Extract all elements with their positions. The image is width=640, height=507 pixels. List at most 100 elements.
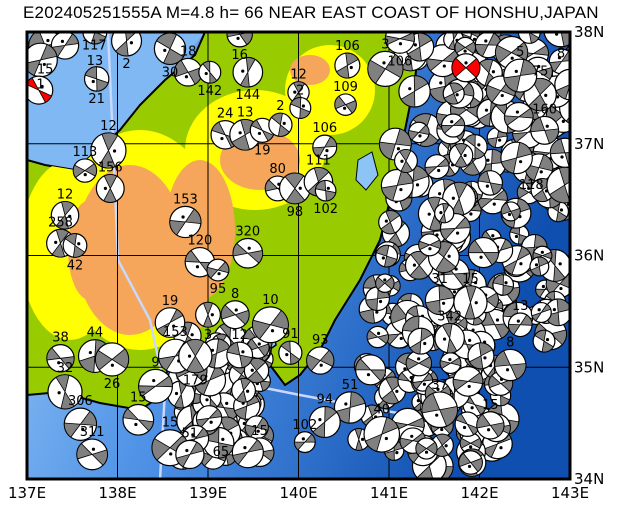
focal-mechanism-beachball[interactable] — [453, 285, 488, 320]
focal-mechanism-beachball[interactable] — [363, 415, 401, 453]
focal-mechanism-beachball[interactable] — [494, 348, 527, 382]
focal-mechanism-beachball[interactable] — [293, 431, 316, 454]
focal-mechanism-beachball[interactable] — [314, 179, 337, 202]
focal-mechanism-beachball[interactable] — [278, 172, 311, 205]
focal-mechanism-beachball[interactable] — [530, 301, 552, 324]
focal-mechanism-beachball[interactable] — [231, 436, 264, 469]
focal-mechanism-beachball[interactable] — [289, 96, 312, 120]
focal-mechanism-beachball[interactable] — [138, 368, 174, 404]
focal-mechanism-beachball[interactable] — [268, 112, 293, 137]
focal-mechanism-beachball[interactable] — [500, 201, 521, 222]
depth-label: 160 — [532, 102, 557, 117]
focal-mechanism-beachball[interactable] — [434, 322, 465, 354]
focal-mechanism-beachball[interactable] — [543, 13, 578, 48]
focal-mechanism-beachball[interactable] — [467, 342, 495, 370]
focal-mechanism-beachball[interactable] — [231, 377, 256, 403]
focal-mechanism-beachball[interactable] — [50, 32, 80, 60]
focal-mechanism-beachball[interactable] — [226, 341, 254, 369]
focal-mechanism-beachball[interactable] — [94, 342, 130, 377]
focal-mechanism-beachball[interactable] — [220, 300, 250, 330]
focal-mechanism-beachball[interactable] — [441, 113, 466, 138]
focal-mechanism-beachball[interactable] — [90, 132, 127, 169]
focal-mechanism-beachball[interactable] — [451, 53, 481, 83]
focal-mechanism-beachball[interactable] — [308, 405, 341, 439]
focal-mechanism-beachball[interactable] — [153, 32, 187, 65]
focal-mechanism-beachball[interactable] — [503, 101, 534, 132]
focal-mechanism-beachball[interactable] — [76, 438, 109, 471]
focal-mechanism-beachball[interactable] — [408, 121, 430, 144]
focal-mechanism-beachball[interactable] — [83, 66, 110, 92]
focal-mechanism-beachball[interactable] — [477, 170, 504, 196]
focal-mechanism-beachball[interactable] — [454, 411, 481, 437]
focal-mechanism-beachball[interactable] — [476, 411, 505, 440]
focal-mechanism-beachball[interactable] — [418, 233, 442, 257]
focal-mechanism-beachball[interactable] — [442, 82, 465, 105]
focal-mechanism-beachball[interactable] — [154, 307, 186, 338]
focal-mechanism-beachball[interactable] — [500, 141, 533, 175]
focal-mechanism-beachball[interactable] — [195, 405, 223, 432]
focal-mechanism-beachball[interactable] — [72, 158, 98, 183]
focal-mechanism-beachball[interactable] — [175, 439, 205, 470]
focal-mechanism-beachball[interactable] — [198, 60, 222, 84]
focal-mechanism-beachball[interactable] — [546, 166, 582, 204]
focal-mechanism-beachball[interactable] — [334, 52, 361, 79]
focal-mechanism-beachball[interactable] — [312, 134, 338, 160]
focal-mechanism-beachball[interactable] — [415, 437, 438, 460]
focal-mechanism-beachball[interactable] — [424, 154, 450, 180]
focal-mechanism-beachball[interactable] — [63, 407, 98, 441]
focal-mechanism-beachball[interactable] — [110, 26, 143, 57]
focal-mechanism-beachball[interactable] — [398, 75, 431, 108]
focal-mechanism-beachball[interactable] — [232, 237, 264, 269]
focal-mechanism-beachball[interactable] — [452, 366, 484, 397]
focal-mechanism-beachball[interactable] — [454, 36, 476, 59]
focal-mechanism-beachball[interactable] — [50, 200, 80, 230]
focal-mechanism-beachball[interactable] — [448, 143, 474, 168]
depth-label: 9 — [151, 355, 159, 370]
focal-mechanism-beachball[interactable] — [503, 58, 538, 93]
focal-mechanism-beachball[interactable] — [378, 210, 403, 235]
focal-mechanism-beachball[interactable] — [173, 57, 203, 87]
focal-mechanism-beachball[interactable] — [380, 168, 414, 202]
focal-mechanism-beachball[interactable] — [46, 344, 75, 373]
focal-mechanism-beachball[interactable] — [226, 22, 253, 48]
focal-mechanism-beachball[interactable] — [434, 203, 455, 224]
focal-mechanism-beachball[interactable] — [24, 42, 58, 78]
focal-mechanism-beachball[interactable] — [529, 256, 550, 277]
focal-mechanism-beachball[interactable] — [492, 274, 515, 296]
focal-mechanism-beachball[interactable] — [178, 338, 213, 374]
focal-mechanism-beachball[interactable] — [169, 205, 202, 239]
focal-mechanism-beachball[interactable] — [82, 20, 108, 45]
focal-mechanism-beachball[interactable] — [458, 450, 483, 475]
focal-mechanism-beachball[interactable] — [424, 285, 455, 316]
focal-mechanism-beachball[interactable] — [393, 148, 418, 173]
focal-mechanism-beachball[interactable] — [95, 173, 125, 203]
focal-mechanism-beachball[interactable] — [122, 403, 155, 436]
focal-mechanism-beachball[interactable] — [333, 391, 367, 424]
focal-mechanism-beachball[interactable] — [384, 24, 416, 54]
focal-mechanism-beachball[interactable] — [467, 236, 500, 269]
focal-mechanism-beachball[interactable] — [367, 50, 404, 88]
focal-mechanism-beachball[interactable] — [574, 46, 593, 65]
focal-mechanism-beachball[interactable] — [206, 258, 230, 282]
focal-mechanism-beachball[interactable] — [375, 244, 399, 268]
focal-mechanism-beachball[interactable] — [195, 301, 221, 328]
focal-mechanism-beachball[interactable] — [244, 415, 269, 440]
focal-mechanism-beachball[interactable] — [507, 312, 533, 338]
focal-mechanism-beachball[interactable] — [532, 329, 556, 353]
focal-mechanism-beachball[interactable] — [47, 374, 83, 410]
focal-mechanism-beachball[interactable] — [421, 391, 459, 429]
focal-mechanism-beachball[interactable] — [375, 273, 395, 293]
focal-mechanism-beachball[interactable] — [407, 327, 435, 355]
focal-mechanism-beachball[interactable] — [25, 75, 54, 105]
focal-mechanism-beachball[interactable] — [355, 354, 387, 386]
focal-mechanism-beachball[interactable] — [530, 115, 560, 145]
focal-mechanism-beachball[interactable] — [549, 137, 579, 168]
focal-mechanism-beachball[interactable] — [62, 233, 88, 258]
focal-mechanism-beachball[interactable] — [278, 340, 303, 365]
focal-mechanism-beachball[interactable] — [334, 93, 357, 116]
focal-mechanism-beachball[interactable] — [405, 350, 433, 377]
focal-mechanism-beachball[interactable] — [251, 306, 289, 344]
focal-mechanism-beachball[interactable] — [366, 325, 390, 349]
focal-mechanism-beachball[interactable] — [232, 56, 264, 88]
focal-mechanism-beachball[interactable] — [306, 346, 335, 375]
